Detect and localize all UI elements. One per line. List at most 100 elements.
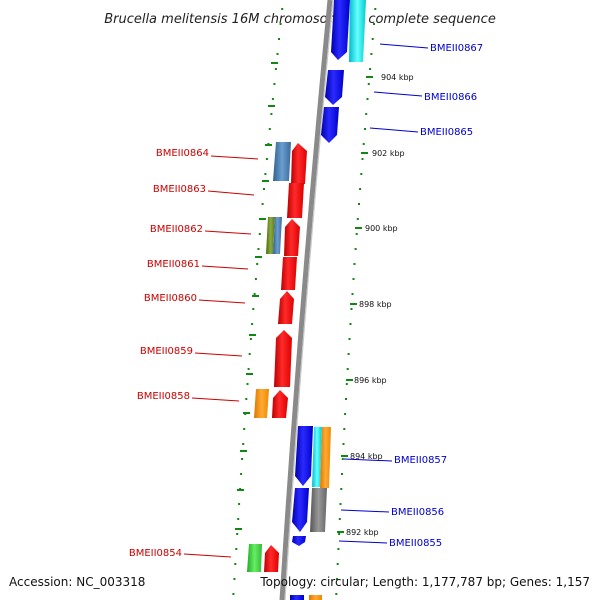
- track-dot: [341, 458, 344, 460]
- track-dot: [347, 353, 350, 355]
- track-dot: [258, 233, 261, 235]
- track-dot: [353, 263, 356, 265]
- gene-label-bmeii0866[interactable]: BMEII0866: [424, 92, 477, 103]
- track-dot: [335, 593, 338, 595]
- gene-block-bmeii0856-gray[interactable]: [310, 488, 327, 532]
- chromosome-backbone: [279, 0, 333, 600]
- tick-dash: [355, 227, 362, 229]
- track-dot: [345, 383, 348, 385]
- gene-block-bmeii0857[interactable]: [295, 426, 313, 486]
- track-dot: [356, 218, 359, 220]
- left-gene-labels: BMEII0864 BMEII0863 BMEII0862 BMEII0861 …: [129, 148, 209, 559]
- tick-dash: [350, 303, 357, 305]
- track-dot: [362, 143, 365, 145]
- gene-block-bmeii0867[interactable]: [331, 0, 350, 60]
- gene-block-bmeii0862-olive[interactable]: [266, 217, 275, 254]
- gene-label-bmeii0863[interactable]: BMEII0863: [153, 184, 206, 195]
- gene-block-bottom-blue[interactable]: [290, 595, 304, 600]
- track-dot: [247, 368, 250, 370]
- track-dot: [276, 53, 279, 55]
- track-dot: [243, 428, 246, 430]
- track-dot: [235, 548, 238, 550]
- tick-label-898kbp: 898 kbp: [359, 300, 392, 309]
- tick-dash: [252, 295, 259, 297]
- gene-label-bmeii0858[interactable]: BMEII0858: [137, 391, 190, 402]
- topology-summary-text: Topology: circular; Length: 1,177,787 bp…: [259, 575, 590, 589]
- tick-dash: [361, 152, 368, 154]
- track-dot: [252, 308, 255, 310]
- track-dot: [270, 113, 273, 115]
- track-dot: [349, 323, 352, 325]
- gene-block-bmeii0854-green[interactable]: [247, 544, 262, 572]
- gene-label-bmeii0856[interactable]: BMEII0856: [391, 507, 444, 518]
- track-dot: [358, 203, 360, 205]
- gene-label-bmeii0855[interactable]: BMEII0855: [389, 538, 442, 549]
- track-dot: [354, 248, 357, 250]
- gene-block-bmeii0863[interactable]: [287, 183, 304, 218]
- tick-dash: [235, 528, 242, 530]
- tick-label-902kbp: 902 kbp: [372, 149, 405, 158]
- track-dot: [345, 398, 347, 400]
- gene-block-bmeii0859[interactable]: [274, 330, 292, 387]
- left-strand-genes: [247, 142, 307, 572]
- track-dot: [261, 203, 264, 205]
- gene-label-bmeii0864[interactable]: BMEII0864: [156, 148, 209, 159]
- track-dot: [367, 83, 370, 85]
- track-dot: [233, 578, 236, 580]
- track-dot: [278, 38, 280, 40]
- gene-block-bmeii0860[interactable]: [278, 291, 294, 324]
- track-dot: [374, 8, 377, 10]
- track-dot: [359, 188, 362, 190]
- gene-block-bmeii0854[interactable]: [264, 545, 279, 572]
- gene-block-bmeii0858[interactable]: [272, 390, 288, 418]
- gene-block-bmeii0856[interactable]: [292, 488, 309, 532]
- gene-block-bmeii0855[interactable]: [292, 536, 306, 546]
- gene-block-bmeii0864[interactable]: [291, 143, 307, 184]
- track-dot: [342, 443, 345, 445]
- track-dot: [257, 248, 260, 250]
- gene-block-bmeii0862[interactable]: [284, 219, 300, 256]
- tick-dash: [240, 450, 247, 452]
- track-dot: [264, 173, 267, 175]
- track-dot: [279, 23, 282, 25]
- track-dot: [274, 68, 277, 70]
- gene-label-bmeii0857[interactable]: BMEII0857: [394, 455, 447, 466]
- track-dot: [373, 23, 375, 25]
- tick-label-904kbp: 904 kbp: [381, 73, 414, 82]
- gene-block-bmeii0858-orange[interactable]: [254, 389, 269, 418]
- gene-block-bmeii0864-steel[interactable]: [273, 142, 291, 181]
- track-dot: [338, 533, 341, 535]
- track-dot: [238, 503, 241, 505]
- tick-dash: [341, 455, 348, 457]
- track-dot: [352, 278, 355, 280]
- tick-dash: [271, 62, 278, 64]
- gene-block-bmeii0867-cyan[interactable]: [349, 0, 366, 62]
- track-dot: [336, 578, 338, 580]
- track-dot: [236, 533, 239, 535]
- gene-label-bmeii0861[interactable]: BMEII0861: [147, 259, 200, 270]
- track-dot: [344, 413, 347, 415]
- gene-block-bmeii0857-cyan[interactable]: [312, 427, 322, 487]
- gene-label-bmeii0865[interactable]: BMEII0865: [420, 127, 473, 138]
- gene-block-bmeii0865[interactable]: [321, 107, 339, 143]
- gene-label-bmeii0859[interactable]: BMEII0859: [140, 346, 193, 357]
- gene-label-bmeii0854[interactable]: BMEII0854: [129, 548, 182, 559]
- gene-block-bmeii0861[interactable]: [281, 257, 297, 290]
- track-dot: [361, 158, 364, 160]
- tick-dash: [337, 531, 344, 533]
- gene-block-bmeii0857-orange[interactable]: [320, 427, 331, 488]
- gene-block-bmeii0862-steel[interactable]: [273, 217, 282, 254]
- track-dot: [338, 518, 341, 520]
- tick-dash: [265, 144, 272, 146]
- track-dot: [371, 38, 374, 40]
- gene-label-bmeii0867[interactable]: BMEII0867: [430, 43, 483, 54]
- track-dot: [348, 338, 351, 340]
- gene-block-bmeii0866[interactable]: [325, 70, 344, 105]
- track-dot: [251, 323, 254, 325]
- track-dot: [234, 563, 237, 565]
- gene-label-bmeii0860[interactable]: BMEII0860: [144, 293, 197, 304]
- gene-label-bmeii0862[interactable]: BMEII0862: [150, 224, 203, 235]
- gene-block-bottom-orange[interactable]: [309, 595, 322, 600]
- tick-label-896kbp: 896 kbp: [354, 376, 387, 385]
